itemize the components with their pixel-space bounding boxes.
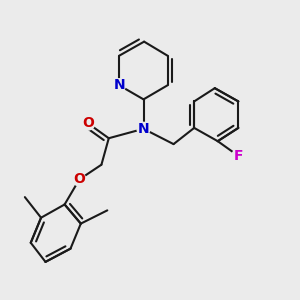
- Text: N: N: [138, 122, 149, 136]
- Circle shape: [137, 122, 150, 135]
- Text: O: O: [74, 172, 85, 186]
- Text: F: F: [234, 149, 243, 163]
- Text: O: O: [82, 116, 94, 130]
- Text: N: N: [113, 78, 125, 92]
- Circle shape: [73, 173, 86, 186]
- Circle shape: [232, 149, 245, 162]
- Circle shape: [82, 117, 94, 130]
- Circle shape: [112, 79, 126, 92]
